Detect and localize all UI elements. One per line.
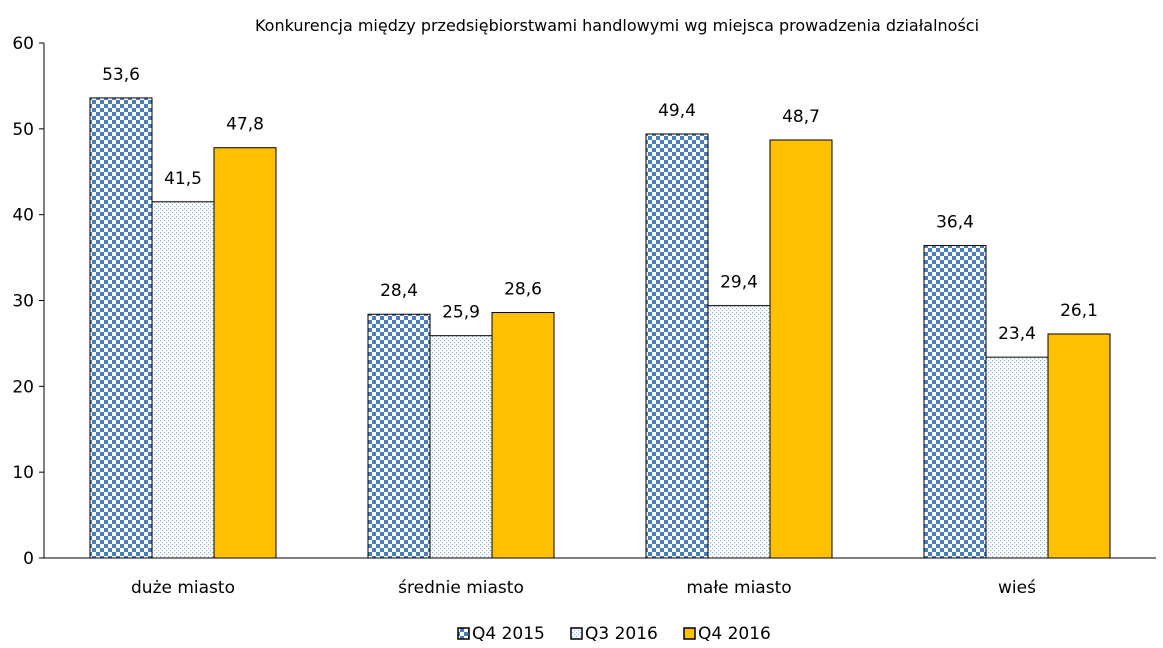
x-category-label: średnie miasto — [398, 578, 524, 598]
legend-label: Q4 2015 — [472, 624, 545, 644]
bar — [151, 201, 215, 559]
legend: Q4 2015 Q3 2016 Q4 2016 — [457, 624, 771, 644]
bar — [707, 305, 771, 559]
y-tick-label: 10 — [12, 463, 34, 483]
data-label: 26,1 — [1060, 301, 1098, 321]
data-label: 23,4 — [998, 324, 1036, 344]
bars — [89, 97, 1111, 559]
bar — [491, 312, 555, 559]
bar — [429, 335, 493, 559]
y-tick-label: 50 — [12, 120, 34, 140]
data-labels: 53,6 41,5 47,8 28,4 25,9 28,6 49,4 29,4 48,7 36,4… — [102, 65, 1098, 344]
bar — [89, 97, 153, 559]
data-label: 53,6 — [102, 65, 140, 85]
data-label: 47,8 — [226, 115, 264, 135]
legend-swatch — [683, 627, 696, 640]
data-label: 48,7 — [782, 107, 820, 127]
y-tick-label: 60 — [12, 34, 34, 54]
data-label: 29,4 — [720, 273, 758, 293]
y-tick-label: 20 — [12, 377, 34, 397]
data-label: 28,4 — [380, 281, 418, 301]
bar — [1047, 333, 1111, 559]
x-category-label: małe miasto — [686, 578, 791, 598]
y-tick-label: 40 — [12, 206, 34, 226]
data-label: 25,9 — [442, 303, 480, 323]
bar — [367, 313, 431, 559]
chart-title: Konkurencja między przedsiębiorstwami ha… — [255, 16, 979, 35]
bar — [213, 147, 277, 559]
data-label: 36,4 — [936, 213, 974, 233]
bar — [923, 245, 987, 559]
bar — [985, 356, 1049, 559]
x-axis: duże miasto średnie miasto małe miasto wieś — [44, 557, 1156, 598]
x-category-label: wieś — [998, 578, 1036, 598]
y-axis: 0 10 20 30 40 50 60 — [12, 34, 45, 569]
legend-label: Q4 2016 — [698, 624, 771, 644]
x-category-label: duże miasto — [131, 578, 235, 598]
legend-swatch — [457, 627, 470, 640]
data-label: 49,4 — [658, 101, 696, 121]
data-label: 28,6 — [504, 280, 542, 300]
bar — [769, 139, 833, 559]
bar — [645, 133, 709, 559]
y-tick-label: 0 — [23, 549, 34, 569]
data-label: 41,5 — [164, 169, 202, 189]
legend-label: Q3 2016 — [585, 624, 658, 644]
legend-swatch — [570, 627, 583, 640]
y-tick-label: 30 — [12, 292, 34, 312]
